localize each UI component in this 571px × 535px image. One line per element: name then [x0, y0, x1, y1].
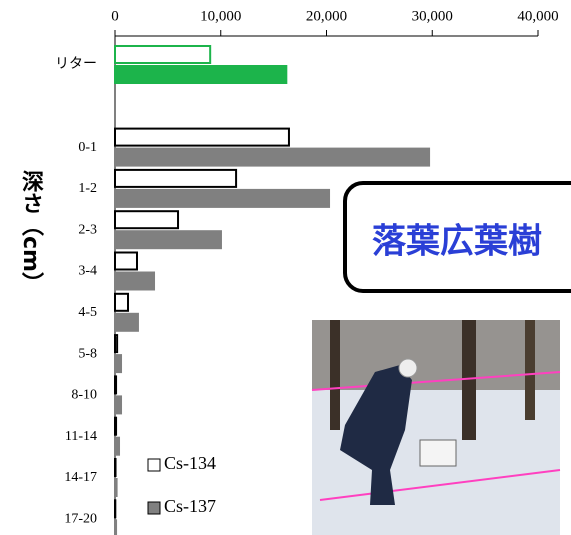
- y-tick-label: 8-10: [71, 388, 97, 403]
- y-tick-label: 1-2: [78, 181, 97, 196]
- bar: [114, 271, 156, 291]
- bar: [114, 188, 331, 208]
- overlay-callout: 落葉広葉樹: [343, 181, 571, 293]
- photo-trunk: [330, 320, 340, 430]
- photo-helmet: [398, 358, 418, 378]
- bar: [114, 354, 123, 374]
- legend-marker: [147, 501, 161, 515]
- bar: [114, 251, 138, 271]
- bar: [114, 312, 139, 332]
- bar: [114, 458, 117, 477]
- plot: 0 10,000 20,000 30,000 40,000 リター 0-1 1-2 2-3 3-4…: [55, 8, 559, 535]
- photo-sign: [419, 439, 457, 467]
- bar: [114, 210, 180, 230]
- bar: [114, 127, 290, 147]
- photo-tape: [311, 371, 561, 501]
- legend-label: Cs-134: [164, 453, 216, 473]
- bar: [114, 375, 118, 395]
- x-tick-label: 10,000: [200, 8, 241, 24]
- y-tick-label: 2-3: [78, 222, 97, 237]
- legend-marker: [147, 458, 161, 472]
- y-tick-label: リター: [55, 56, 97, 72]
- bar: [114, 45, 212, 64]
- y-tick-label: 4-5: [78, 305, 97, 320]
- legend-label: Cs-137: [164, 496, 216, 516]
- x-tick-label: 30,000: [412, 8, 453, 24]
- photo-person: [340, 365, 412, 505]
- bar: [114, 230, 222, 250]
- bar: [114, 168, 238, 188]
- bar: [114, 292, 130, 312]
- photo-trees: [312, 320, 560, 390]
- photo: [311, 320, 561, 535]
- photo-trunk: [462, 320, 476, 440]
- bar: [114, 416, 118, 436]
- bar: [114, 334, 119, 354]
- callout-box: [343, 181, 571, 293]
- y-tick-label: 0-1: [78, 140, 97, 155]
- y-tick-label: 11-14: [65, 429, 97, 444]
- y-tick-label: 14-17: [64, 470, 97, 485]
- bar: [114, 65, 288, 84]
- y-tick-label: 5-8: [78, 346, 97, 361]
- photo-trunk: [525, 320, 535, 420]
- bar: [114, 395, 123, 415]
- x-tick-label: 20,000: [306, 8, 347, 24]
- y-axis-title: 深さ（cm）: [18, 170, 44, 294]
- bar: [114, 436, 121, 456]
- y-tick-label: 3-4: [78, 264, 97, 279]
- bar: [114, 147, 431, 167]
- bar: [114, 478, 118, 497]
- x-tick-label: 0: [111, 8, 119, 24]
- bar: [114, 519, 118, 535]
- callout-text: 落葉広葉樹: [372, 222, 542, 262]
- x-tick-label: 40,000: [517, 8, 558, 24]
- y-tick-label: 17-20: [64, 512, 97, 527]
